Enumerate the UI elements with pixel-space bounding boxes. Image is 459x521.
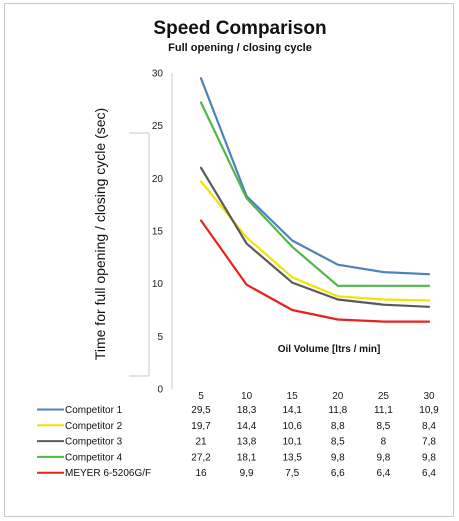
table-cell: 9,8 <box>331 452 345 463</box>
table-cell: 8 <box>381 437 387 448</box>
table-cell: 6,4 <box>376 468 390 479</box>
table-cell: 11,1 <box>374 405 393 416</box>
table-cell: 29,5 <box>191 405 211 416</box>
x-tick-label: 25 <box>378 391 390 402</box>
x-tick-label: 20 <box>332 391 344 402</box>
y-tick-label: 15 <box>152 227 164 238</box>
table-cell: 27,2 <box>191 452 211 463</box>
table-cell: 14,4 <box>237 421 257 432</box>
table-cell: 7,8 <box>422 437 436 448</box>
x-tick-label: 15 <box>287 391 299 402</box>
table-cell: 9,9 <box>240 468 254 479</box>
table-cell: 18,3 <box>237 405 257 416</box>
table-cell: 7,5 <box>285 468 299 479</box>
table-cell: 9,8 <box>422 452 436 463</box>
series-line <box>199 166 431 308</box>
y-tick-label: 10 <box>152 279 164 290</box>
series-line <box>199 77 431 276</box>
y-tick-label: 0 <box>157 385 163 396</box>
legend-label: Competitor 1 <box>65 405 123 416</box>
table-cell: 11,8 <box>328 405 347 416</box>
x-tick-label: 5 <box>198 391 204 402</box>
legend-label: Competitor 3 <box>65 437 123 448</box>
table-cell: 10,6 <box>282 421 302 432</box>
y-tick-label: 20 <box>152 174 164 185</box>
table-cell: 13,8 <box>237 437 257 448</box>
table-cell: 10,1 <box>282 437 302 448</box>
x-axis-label: Oil Volume [ltrs / min] <box>278 344 381 355</box>
legend-label: MEYER 6-5206G/F <box>65 468 151 479</box>
legend-label: Competitor 2 <box>65 421 123 432</box>
table-cell: 6,6 <box>331 468 345 479</box>
y-axis-label: Time for full opening / closing cycle (s… <box>92 108 108 360</box>
x-tick-label: 30 <box>423 391 435 402</box>
table-cell: 16 <box>195 468 207 479</box>
legend-label: Competitor 4 <box>65 452 123 463</box>
table-cell: 13,5 <box>282 452 302 463</box>
table-cell: 21 <box>195 437 207 448</box>
series-line <box>199 101 431 287</box>
table-cell: 8,5 <box>331 437 345 448</box>
table-cell: 18,1 <box>237 452 257 463</box>
table-cell: 8,4 <box>422 421 436 432</box>
table-cell: 8,5 <box>376 421 390 432</box>
y-tick-label: 30 <box>152 69 164 80</box>
chart-title: Speed Comparison <box>153 18 326 39</box>
table-cell: 6,4 <box>422 468 436 479</box>
table-cell: 19,7 <box>191 421 211 432</box>
table-cell: 8,8 <box>331 421 345 432</box>
y-tick-label: 25 <box>152 121 164 132</box>
y-tick-label: 5 <box>157 332 163 343</box>
series-line <box>199 219 431 323</box>
table-cell: 9,8 <box>376 452 390 463</box>
series-line <box>199 180 431 302</box>
x-tick-label: 10 <box>241 391 253 402</box>
chart-subtitle: Full opening / closing cycle <box>168 42 312 54</box>
table-cell: 10,9 <box>419 405 439 416</box>
table-cell: 14,1 <box>282 405 302 416</box>
